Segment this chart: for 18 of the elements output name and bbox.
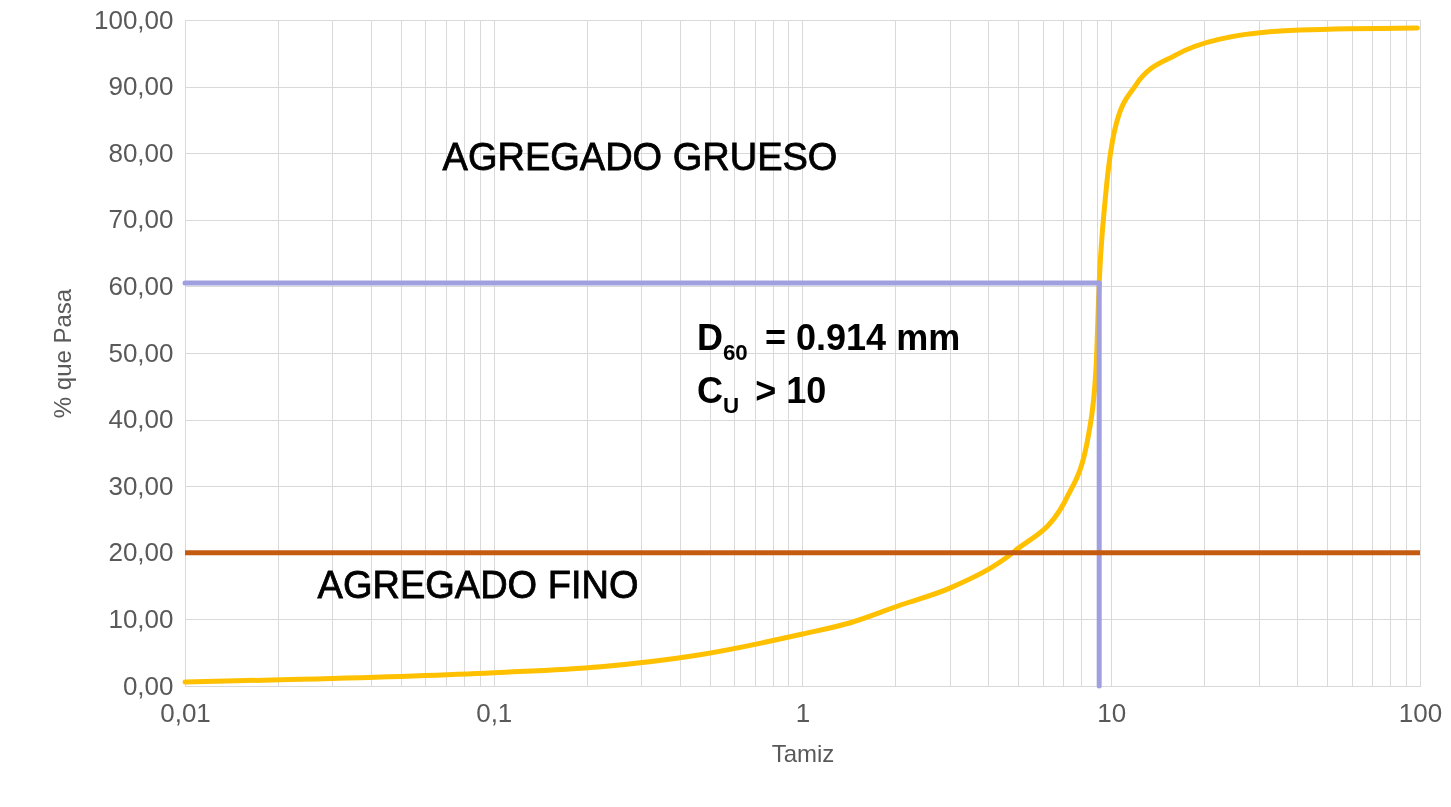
x-tick-label: 100 xyxy=(1398,697,1443,728)
y-tick-label: 40,00 xyxy=(108,404,174,435)
y-tick-label: 30,00 xyxy=(108,470,174,501)
y-tick-label: 100,00 xyxy=(93,4,174,35)
y-tick-label: 90,00 xyxy=(108,71,174,102)
y-tick-label: 80,00 xyxy=(108,137,174,168)
y-tick-label: 70,00 xyxy=(108,204,174,235)
y-tick-label: 50,00 xyxy=(108,337,174,368)
y-tick-label: 20,00 xyxy=(108,537,174,568)
annotation: AGREGADO FINO xyxy=(317,564,639,606)
y-tick-label: 10,00 xyxy=(108,603,174,634)
x-tick-label: 1 xyxy=(795,697,811,728)
x-tick-label: 10 xyxy=(1097,697,1127,728)
x-tick-label: 0,1 xyxy=(476,697,513,728)
annotation: AGREGADO GRUESO xyxy=(442,136,838,178)
y-axis-title: % que Pasa xyxy=(48,288,76,419)
y-tick-label: 60,00 xyxy=(108,270,174,301)
x-axis-title: Tamiz xyxy=(771,739,835,767)
